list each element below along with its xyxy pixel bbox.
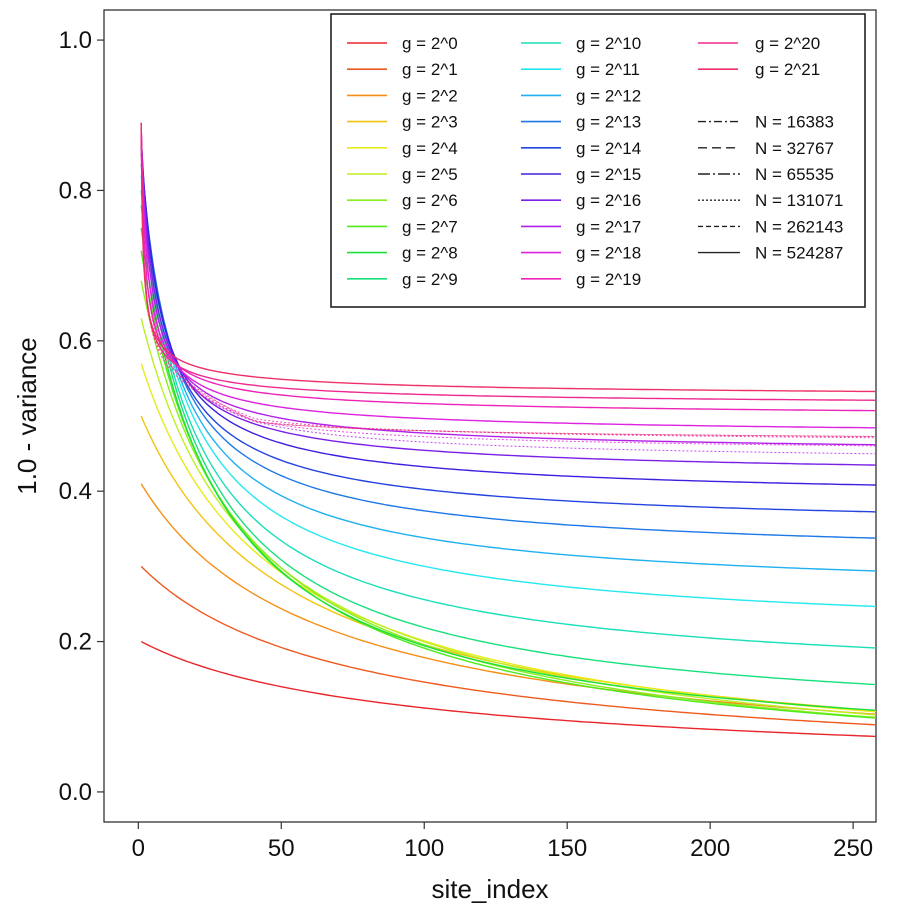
y-tick-label: 0.4 <box>59 478 92 505</box>
series-line <box>140 640 876 738</box>
series-line <box>140 126 876 429</box>
legend-label: g = 2^0 <box>402 34 458 53</box>
legend-label: g = 2^17 <box>576 217 641 236</box>
legend-label: g = 2^11 <box>576 60 640 79</box>
plot-border <box>103 9 877 823</box>
series-lines <box>140 122 876 738</box>
legend-label: g = 2^15 <box>576 165 641 184</box>
series-line <box>140 122 876 401</box>
axes: 0 50 100 150 200 250 0.0 0.2 0.4 0.6 0.8 1.0 site_in… <box>12 9 877 904</box>
series-line-variant <box>140 124 876 439</box>
legend-label: g = 2^10 <box>576 34 641 53</box>
legend-label: g = 2^3 <box>402 113 458 132</box>
series-line-variant <box>140 130 876 455</box>
y-tick-label: 0.2 <box>59 629 92 656</box>
legend-box <box>330 13 866 308</box>
series-line <box>140 134 876 466</box>
series-line-variant <box>140 122 876 437</box>
legend-label: g = 2^4 <box>402 139 458 158</box>
legend-label: g = 2^21 <box>755 60 820 79</box>
legend-label: g = 2^2 <box>402 86 458 105</box>
legend-label: g = 2^12 <box>576 86 641 105</box>
series-line <box>140 122 876 393</box>
x-tick-label: 150 <box>547 835 587 862</box>
series-line <box>140 137 876 486</box>
legend: g = 2^0 g = 2^1 g = 2^2 g = 2^3 g = 2^4 g = 2… <box>330 13 866 308</box>
series-line-variant <box>140 122 876 438</box>
legend-label: g = 2^5 <box>402 165 458 184</box>
y-tick-label: 0.8 <box>59 177 92 204</box>
legend-label: g = 2^1 <box>402 60 458 79</box>
series-line <box>140 280 876 719</box>
series-line <box>140 250 876 719</box>
legend-label: g = 2^16 <box>576 191 641 210</box>
legend-linetype-label: N = 16383 <box>755 113 834 132</box>
y-axis-title: 1.0 - variance <box>12 337 42 495</box>
x-axis-title: site_index <box>431 874 548 904</box>
x-tick-label: 50 <box>268 835 295 862</box>
series-line <box>140 175 876 608</box>
x-tick-label: 0 <box>132 835 145 862</box>
series-line <box>140 124 876 412</box>
legend-label: g = 2^6 <box>402 191 458 210</box>
series-line <box>140 130 876 446</box>
legend-linetype-label: N = 32767 <box>755 139 834 158</box>
series-line <box>140 565 876 726</box>
legend-label: g = 2^13 <box>576 113 641 132</box>
legend-label: g = 2^9 <box>402 270 458 289</box>
legend-label: g = 2^20 <box>755 34 820 53</box>
legend-label: g = 2^14 <box>576 139 641 158</box>
legend-label: g = 2^7 <box>402 217 458 236</box>
y-tick-label: 1.0 <box>59 27 92 54</box>
legend-linetype-label: N = 262143 <box>755 217 843 236</box>
x-tick-label: 200 <box>690 835 730 862</box>
x-tick-label: 250 <box>833 835 873 862</box>
legend-linetype-label: N = 524287 <box>755 244 843 263</box>
legend-linetype-label: N = 131071 <box>755 191 843 210</box>
y-tick-label: 0.6 <box>59 328 92 355</box>
legend-label: g = 2^19 <box>576 270 641 289</box>
x-tick-label: 100 <box>404 835 444 862</box>
legend-label: g = 2^8 <box>402 244 458 263</box>
legend-linetype-label: N = 65535 <box>755 165 834 184</box>
series-line <box>140 363 876 713</box>
series-line <box>140 318 876 716</box>
legend-label: g = 2^18 <box>576 244 641 263</box>
y-tick-label: 0.0 <box>59 779 92 806</box>
